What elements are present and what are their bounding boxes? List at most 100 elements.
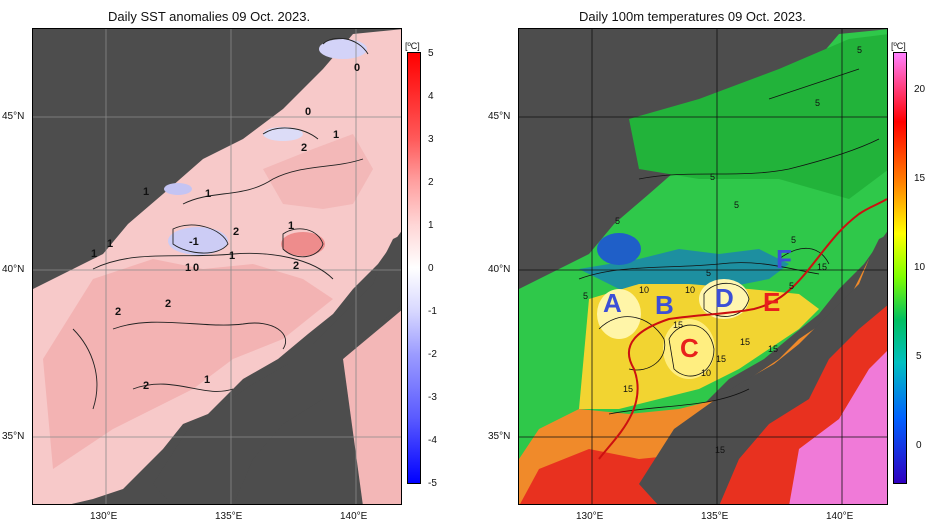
contour-label: 10 [701, 368, 711, 378]
contour-label: 15 [740, 337, 750, 347]
right-lon-label: 140°E [826, 511, 854, 522]
strong-warm-anomaly [281, 232, 325, 256]
left-lat-label: 40°N [2, 264, 25, 275]
contour-label: 15 [715, 445, 725, 455]
right-map-title: Daily 100m temperatures 09 Oct. 2023. [579, 9, 806, 24]
warm-anomaly-zone-north [263, 134, 373, 209]
contour-label: 1 [205, 188, 211, 200]
very-hot-water-south [520, 290, 887, 504]
graticule [33, 29, 401, 504]
graticule [519, 29, 887, 504]
region-label-b: B [655, 290, 674, 320]
contour-label: 5 [857, 45, 862, 55]
colorbar-tick: 15 [914, 173, 926, 184]
left-lat-label: 35°N [2, 431, 25, 442]
sst-anomaly-map: 0 0 1 2 1 1 1 1 1 -1 1 0 1 2 2 2 2 1 2 [32, 28, 402, 505]
contour-label: 5 [583, 291, 588, 301]
warm-eddy-a [597, 289, 641, 339]
contour-label: 5 [791, 235, 796, 245]
contour-label: 5 [789, 281, 794, 291]
right-lat-label: 40°N [488, 264, 511, 275]
colorbar-tick: 20 [914, 84, 926, 95]
contour-label: 1 [143, 186, 149, 198]
right-colorbar [893, 52, 907, 484]
region-label-e: E [763, 287, 781, 317]
colorbar-tick: 4 [428, 91, 434, 102]
colorbar-tick: -1 [428, 306, 437, 317]
contour-label: 2 [165, 298, 171, 310]
region-label-d: D [715, 283, 734, 313]
left-map-title: Daily SST anomalies 09 Oct. 2023. [108, 9, 311, 24]
right-lon-label: 135°E [701, 511, 729, 522]
warm-anomaly-zone [43, 259, 333, 469]
colorbar-tick: 5 [916, 351, 922, 362]
contour-label: 0 [305, 106, 311, 118]
contour-label: 1 [333, 129, 339, 141]
colorbar-tick: 0 [428, 263, 434, 274]
contour-label: 15 [716, 354, 726, 364]
cold-anomaly [168, 227, 228, 255]
cold-water-band [579, 249, 789, 289]
right-lon-label: 130°E [576, 511, 604, 522]
temperature-100m-map: 5 5 5 5 5 5 10 5 5 15 15 10 15 15 10 15 … [518, 28, 888, 505]
contour-label: 1 [229, 250, 235, 262]
contour-label: 10 [639, 285, 649, 295]
colorbar-tick: -5 [428, 478, 437, 489]
contour-label-group: 0 0 1 2 1 1 1 1 1 -1 1 0 1 2 2 2 2 1 2 [91, 62, 360, 392]
colorbar-tick: 0 [916, 440, 922, 451]
right-lat-label: 45°N [488, 111, 511, 122]
contour-label: 15 [817, 262, 827, 272]
contour-label: 1 [91, 248, 97, 260]
contour-label: 15 [768, 344, 778, 354]
cold-anomaly-mid [263, 127, 303, 141]
contour-label: 5 [615, 216, 620, 226]
left-lon-label: 140°E [340, 511, 368, 522]
right-lat-label: 35°N [488, 431, 511, 442]
contour-label-group: 5 5 5 5 5 5 10 5 5 15 15 10 15 15 10 15 … [583, 45, 862, 455]
colorbar-tick: 2 [428, 177, 434, 188]
warm-eddy-c [663, 319, 715, 379]
left-lon-label: 130°E [90, 511, 118, 522]
colorbar-tick: 10 [914, 262, 926, 273]
cold-anomaly-north [319, 39, 367, 59]
colorbar-tick: 5 [428, 48, 434, 59]
left-lat-label: 45°N [2, 111, 25, 122]
right-colorbar-unit: [ºC] [891, 41, 906, 51]
contour-label: 5 [710, 172, 715, 182]
left-lon-label: 135°E [215, 511, 243, 522]
contour-label: 1 [107, 238, 113, 250]
contour-label: 2 [115, 306, 121, 318]
colorbar-tick: 1 [428, 220, 434, 231]
warm-eddy-d [699, 279, 749, 319]
observation-route [598, 198, 887, 460]
colorbar-tick: -2 [428, 349, 437, 360]
contour-label: 1 [288, 220, 294, 232]
contour-label: 2 [143, 380, 149, 392]
colorbar-tick: -4 [428, 435, 437, 446]
region-label-c: C [680, 333, 699, 363]
contour-label: -1 [189, 236, 199, 248]
sst-anomaly-map-canvas: 0 0 1 2 1 1 1 1 1 -1 1 0 1 2 2 2 2 1 2 [33, 29, 401, 504]
contour-label: 5 [734, 200, 739, 210]
kuroshio-water [789, 351, 887, 504]
contour-label: 15 [623, 384, 633, 394]
contour-label: 15 [673, 320, 683, 330]
temperature-100m-map-canvas: 5 5 5 5 5 5 10 5 5 15 15 10 15 15 10 15 … [519, 29, 887, 504]
left-colorbar [407, 52, 421, 484]
left-colorbar-unit: [ºC] [405, 41, 420, 51]
contour-label: 5 [815, 98, 820, 108]
contour-label: 0 [354, 62, 360, 74]
colorbar-tick: 3 [428, 134, 434, 145]
contour-label: 2 [233, 226, 239, 238]
contour-label: 5 [706, 268, 711, 278]
contour-label: 1 [185, 262, 191, 274]
cold-eddy [597, 233, 641, 265]
region-label-f: F [776, 244, 792, 274]
contour-label: 10 [685, 285, 695, 295]
pacific-region [343, 310, 401, 504]
contour-label: 2 [301, 142, 307, 154]
contour-lines [72, 37, 369, 410]
contour-label: 0 [193, 262, 199, 274]
cold-anomaly-west [164, 183, 192, 195]
region-label-a: A [603, 288, 622, 318]
